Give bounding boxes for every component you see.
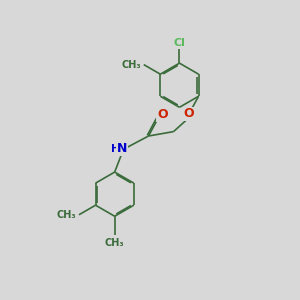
Text: CH₃: CH₃: [56, 210, 76, 220]
Text: CH₃: CH₃: [122, 60, 141, 70]
Text: Cl: Cl: [173, 38, 185, 48]
Text: O: O: [183, 107, 194, 120]
Text: CH₃: CH₃: [105, 238, 124, 248]
Text: H: H: [111, 144, 120, 154]
Text: N: N: [117, 142, 127, 155]
Text: O: O: [157, 108, 168, 121]
